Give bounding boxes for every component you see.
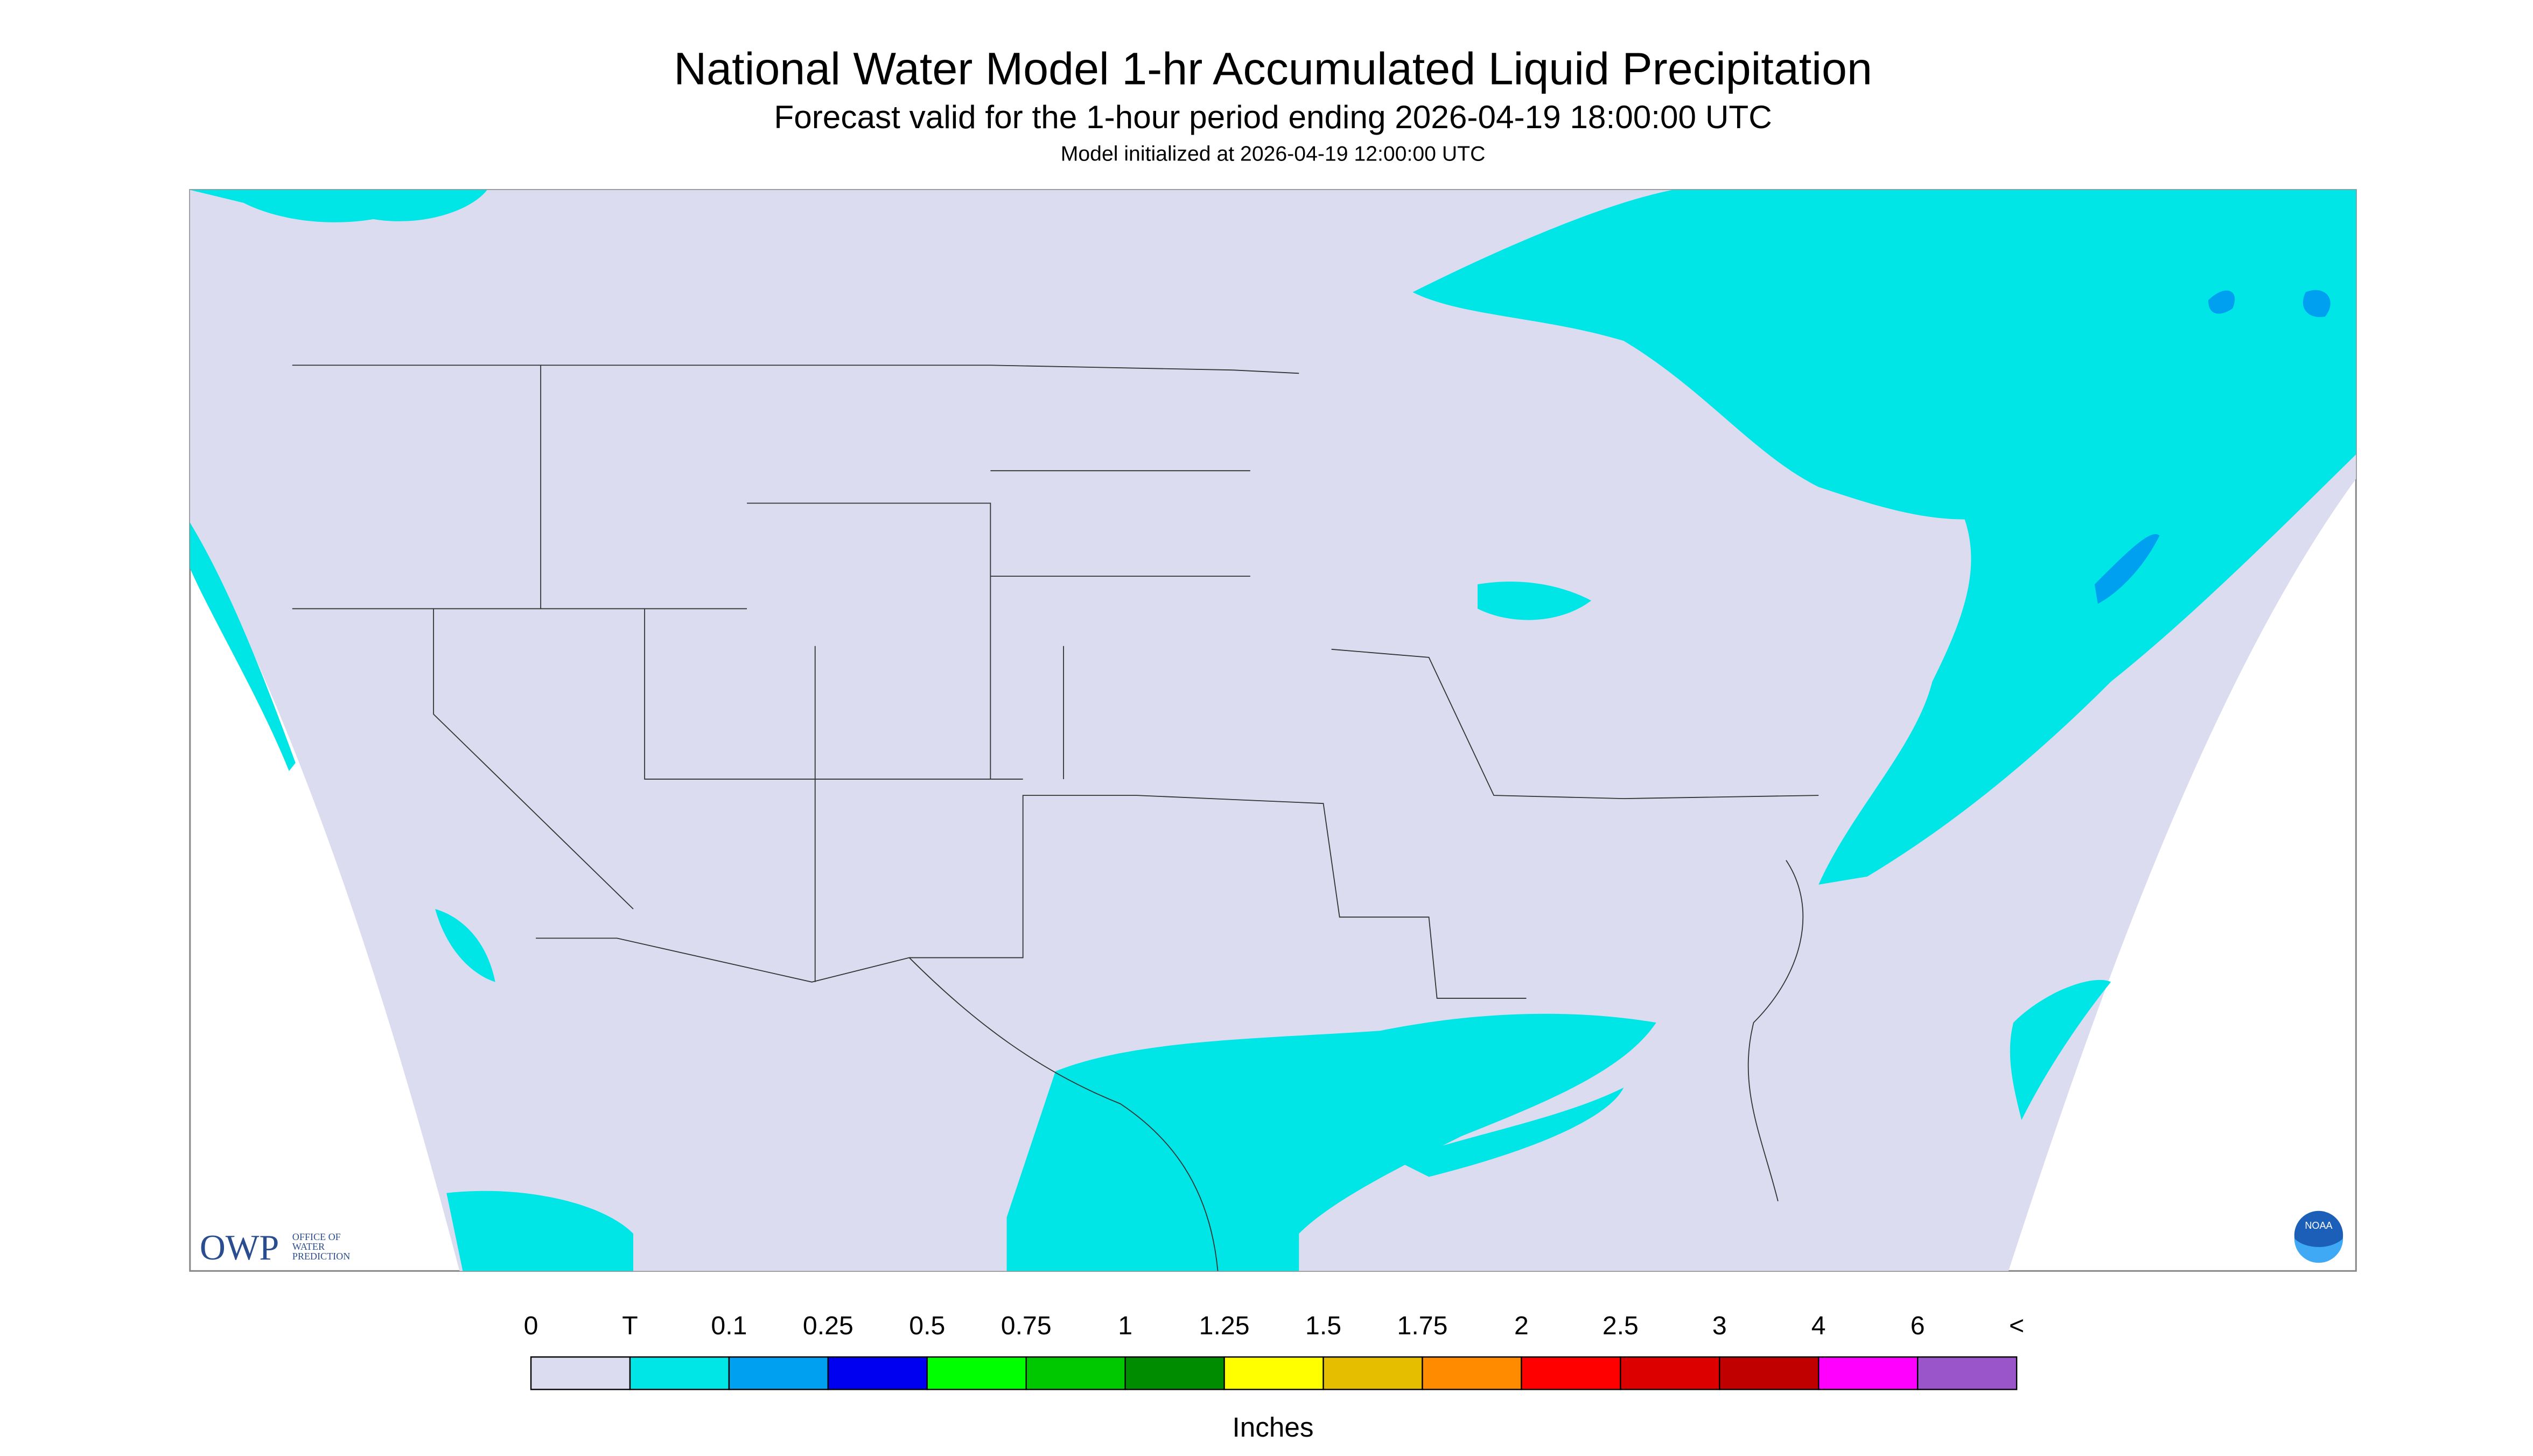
colorbar-swatch (530, 1356, 631, 1390)
precip-area (1478, 582, 1592, 620)
precip-area (446, 1191, 633, 1271)
colorbar-swatch (1323, 1356, 1423, 1390)
colorbar-swatch (1422, 1356, 1522, 1390)
border (908, 957, 1219, 1271)
colorbar-label: T (622, 1311, 638, 1340)
colorbar-label: 3 (1712, 1311, 1727, 1340)
owp-logo-line: OFFICE OF (292, 1231, 341, 1242)
precip-areas (190, 190, 2356, 1271)
precip-area (435, 909, 495, 982)
colorbar-label: 1.25 (1199, 1311, 1250, 1340)
colorbar-label: 4 (1811, 1311, 1826, 1340)
colorbar-swatch (926, 1356, 1027, 1390)
colorbar-label: 1.5 (1305, 1311, 1341, 1340)
colorbar-swatch (827, 1356, 928, 1390)
colorbar-label: < (2009, 1311, 2024, 1340)
colorbar-label: 1 (1118, 1311, 1132, 1340)
colorbar-swatch (1818, 1356, 1919, 1390)
border (292, 365, 1299, 374)
colorbar-label: 0.5 (909, 1311, 945, 1340)
colorbar-label: 0.75 (1001, 1311, 1052, 1340)
colorbar-swatch (1521, 1356, 1621, 1390)
colorbar-swatch (1223, 1356, 1324, 1390)
colorbar-label: 0.25 (803, 1311, 853, 1340)
title: National Water Model 1-hr Accumulated Li… (674, 44, 1872, 94)
precip-area (190, 190, 487, 222)
colorbar-label: 2 (1514, 1311, 1529, 1340)
colorbar-swatch (728, 1356, 829, 1390)
border (292, 365, 1250, 982)
precip-area (190, 522, 296, 771)
subtitle: Forecast valid for the 1-hour period end… (774, 99, 1772, 135)
boundaries (292, 365, 1819, 1271)
owp-logo-line: PREDICTION (292, 1251, 350, 1262)
init-note: Model initialized at 2026-04-19 12:00:00… (1061, 142, 1486, 165)
colorbar-swatch (1620, 1356, 1720, 1390)
colorbar-label: 6 (1911, 1311, 1925, 1340)
colorbar-label: 2.5 (1603, 1311, 1639, 1340)
colorbar-label: 1.75 (1397, 1311, 1448, 1340)
owp-logo-line: WATER (292, 1241, 325, 1252)
colorbar-swatch (1719, 1356, 1820, 1390)
precip-heavier (2094, 290, 2331, 604)
colorbar-swatch (1025, 1356, 1126, 1390)
colorbar-label: 0 (524, 1311, 538, 1340)
border (536, 648, 1819, 999)
noaa-wave (2294, 1238, 2343, 1263)
colorbar-swatch (1916, 1356, 2018, 1390)
coast (1747, 860, 1804, 1201)
precip-area (1396, 1087, 1624, 1177)
colorbar: 0 T 0.1 0.25 0.5 0.75 1 1.25 1.5 1.75 2 2.5 3 4 6 < (524, 1311, 2024, 1390)
precip-area (2010, 979, 2111, 1120)
colorbar-swatch (629, 1356, 730, 1390)
noaa-text: NOAA (2305, 1220, 2333, 1231)
colorbar-label: 0.1 (711, 1311, 747, 1340)
owp-logo: OWP (200, 1228, 279, 1268)
map-panel: OWP OFFICE OF WATER PREDICTION NOAA (189, 189, 2357, 1272)
colorbar-swatch (1124, 1356, 1225, 1390)
precip-area (1412, 190, 2356, 885)
precip-area (1006, 1013, 1656, 1271)
colorbar-unit: Inches (1233, 1412, 1314, 1443)
precip-area (2094, 534, 2160, 604)
precip-area (2303, 290, 2331, 317)
precip-area (2208, 290, 2235, 314)
